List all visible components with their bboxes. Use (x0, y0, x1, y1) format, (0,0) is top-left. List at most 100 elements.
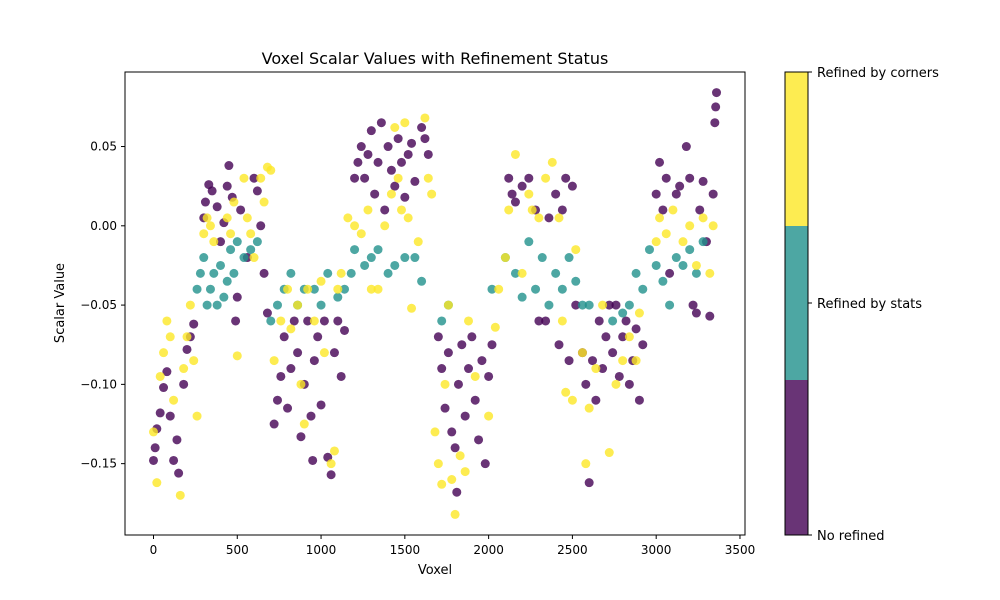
data-point (393, 173, 403, 183)
data-point (651, 237, 661, 247)
data-point (594, 316, 604, 326)
data-point (353, 157, 363, 167)
data-point (655, 157, 665, 167)
data-point (487, 340, 497, 350)
data-point (534, 213, 544, 223)
data-point (527, 205, 537, 215)
data-point (383, 268, 393, 278)
data-point (380, 221, 390, 231)
data-point (309, 316, 319, 326)
data-point (655, 213, 665, 223)
data-point (510, 197, 520, 207)
data-point (638, 340, 648, 350)
data-point (169, 455, 179, 465)
data-point (249, 173, 259, 183)
data-point (306, 411, 316, 421)
data-point (577, 300, 587, 310)
data-point (390, 260, 400, 270)
data-point (618, 308, 628, 318)
data-point (624, 332, 634, 342)
data-point (410, 253, 420, 263)
data-point (661, 173, 671, 183)
data-point (634, 395, 644, 405)
data-point (296, 432, 306, 442)
data-point (269, 356, 279, 366)
colorbar-label-corners: Refined by corners (817, 66, 939, 81)
data-point (464, 364, 474, 374)
data-point (172, 435, 182, 445)
data-point (685, 221, 695, 231)
data-point (517, 268, 527, 278)
data-point (685, 173, 695, 183)
data-point (212, 300, 222, 310)
data-point (303, 316, 313, 326)
data-point (393, 134, 403, 144)
data-point (484, 411, 494, 421)
y-tick-label: 0.05 (90, 140, 117, 154)
data-point (710, 118, 720, 128)
data-point (447, 475, 457, 485)
data-point (517, 181, 527, 191)
data-point (226, 229, 236, 239)
data-point (373, 245, 383, 255)
data-point (584, 403, 594, 413)
data-point (363, 205, 373, 215)
data-point (541, 173, 551, 183)
data-point (651, 189, 661, 199)
chart-title: Voxel Scalar Values with Refinement Stat… (262, 49, 609, 68)
data-point (698, 213, 708, 223)
data-point (665, 268, 675, 278)
data-point (417, 276, 427, 286)
data-point (272, 300, 282, 310)
colorbar-label-stats: Refined by stats (817, 297, 922, 312)
data-point (537, 253, 547, 263)
data-point (350, 221, 360, 231)
data-point (231, 316, 241, 326)
data-point (366, 284, 376, 294)
data-point (588, 356, 598, 366)
data-point (316, 300, 326, 310)
data-point (259, 268, 269, 278)
data-point (554, 340, 564, 350)
data-point (455, 451, 465, 461)
data-point (507, 189, 517, 199)
data-point (661, 229, 671, 239)
data-point (175, 490, 185, 500)
y-axis-ticks: −0.15 −0.10 −0.05 0.00 0.05 (80, 140, 125, 471)
data-point (279, 332, 289, 342)
data-point (611, 300, 621, 310)
data-point (313, 332, 323, 342)
x-tick-label: 2000 (473, 543, 504, 557)
data-point (224, 161, 234, 171)
data-point (329, 348, 339, 358)
data-point (286, 324, 296, 334)
data-point (232, 237, 242, 247)
colorbar-segment-none (785, 380, 808, 535)
data-point (370, 189, 380, 199)
data-point (631, 324, 641, 334)
data-point (671, 189, 681, 199)
data-point (407, 303, 417, 313)
data-point (256, 221, 266, 231)
data-point (276, 371, 286, 381)
data-point (326, 470, 336, 480)
data-point (150, 443, 160, 453)
data-point (209, 237, 219, 247)
data-point (383, 142, 393, 152)
data-point (433, 332, 443, 342)
data-point (169, 395, 179, 405)
data-point (205, 284, 215, 294)
x-tick-label: 1500 (390, 543, 421, 557)
plot-frame (124, 71, 746, 536)
data-point (216, 237, 226, 247)
data-point (212, 202, 222, 212)
data-point (179, 364, 189, 374)
data-point (567, 395, 577, 405)
data-point (561, 173, 571, 183)
data-point (581, 379, 591, 389)
data-point (159, 348, 169, 358)
data-point (608, 348, 618, 358)
data-point (453, 379, 463, 389)
data-point (698, 176, 708, 186)
colorbar: Refined by corners Refined by stats No r… (784, 66, 939, 544)
